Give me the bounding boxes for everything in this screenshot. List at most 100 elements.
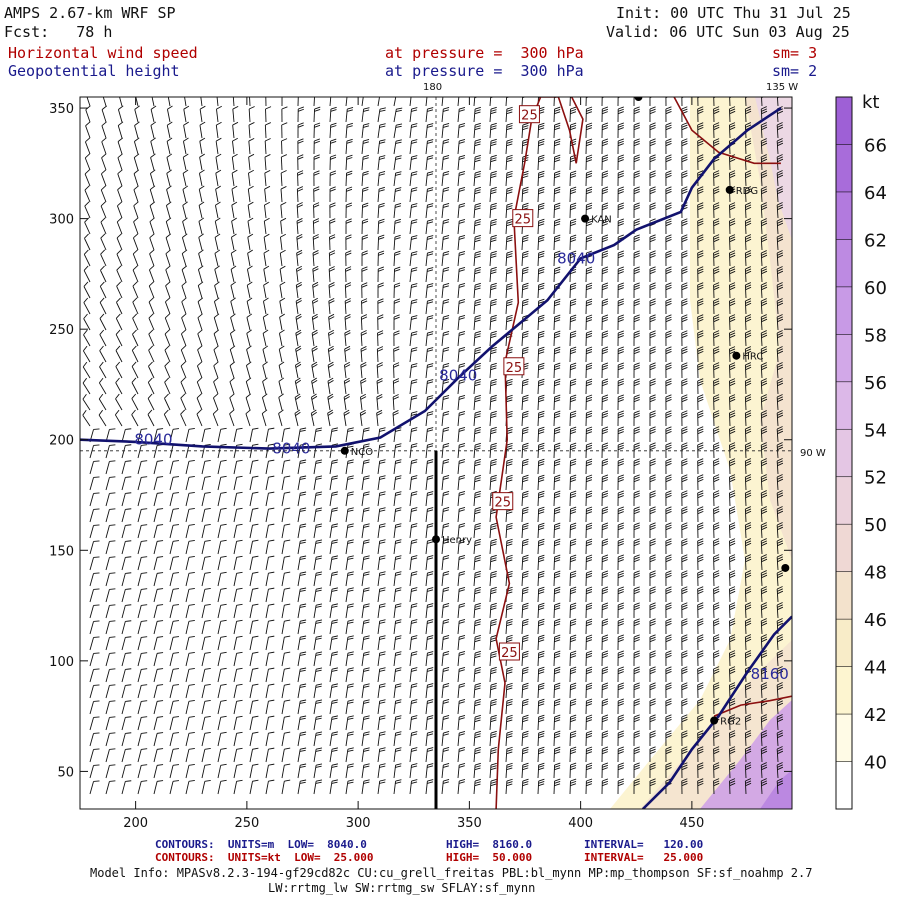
wind-barb [233,587,243,603]
wind-barb [217,459,227,475]
wind-barb [181,249,188,267]
wind-barb [281,715,291,731]
wind-barb [361,715,370,731]
wind-barb [201,699,211,715]
wind-barb [233,683,243,699]
wind-barb [261,409,268,427]
wind-barb [245,409,251,427]
wind-barb [150,121,157,139]
wind-barb [311,377,318,395]
wind-barb [248,137,255,155]
wind-barb [233,699,243,715]
wind-barb [265,571,275,587]
wind-barb [166,185,172,203]
wind-barb [133,185,139,203]
wind-barb [105,684,116,699]
wind-barb [163,409,171,427]
wind-barb [313,555,323,571]
wind-barb [377,314,384,331]
wind-barb [329,122,337,139]
wind-barb [137,492,148,507]
wind-barb [121,460,132,475]
wind-barb [153,540,164,555]
wind-barb [345,234,352,251]
wind-barb [249,539,259,555]
wind-barb [313,779,323,795]
wind-barb [249,491,259,507]
wind-barb [115,345,123,363]
wind-barb [377,250,385,267]
wind-barb [89,540,100,555]
wind-barb [280,233,286,251]
wind-barb [313,459,323,475]
wind-barb [153,508,164,523]
wind-barb [249,475,259,491]
wind-barb [213,329,220,347]
wind-barb [249,97,251,107]
wind-barb [164,313,171,331]
wind-barb [265,106,272,123]
wind-barb [105,620,116,635]
wind-barb [137,604,148,619]
wind-barb [151,97,155,107]
wind-barb [117,105,124,123]
wind-barb [360,346,367,363]
wind-barb [329,651,338,667]
wind-barb [295,297,302,315]
wind-barb [89,620,100,635]
wind-barb [233,555,243,571]
wind-barb [98,409,107,427]
wind-barb [201,763,211,779]
wind-barb [182,153,189,171]
colorbar-label: 52 [864,468,887,489]
wind-barb [312,250,319,267]
wind-barb [233,491,243,507]
wind-barb [83,249,91,267]
wind-barb [115,313,123,331]
wind-barb [361,587,370,603]
wind-contour-label: 25 [512,209,534,228]
wind-barb [153,476,164,491]
colorbar-swatch [836,476,852,525]
wind-barb [248,122,255,139]
wind-barb [182,217,188,235]
wind-barb [85,121,91,139]
wind-barb [153,636,164,651]
wind-barb [233,763,243,779]
wind-barb [265,699,275,715]
wind-barb [185,524,195,539]
wind-barb [121,556,132,571]
wind-barb [313,699,323,715]
wind-barb [359,409,367,427]
wind-barb [297,779,307,795]
wind-barb [297,699,307,715]
wind-barb [345,587,354,603]
height-contour-interval: INTERVAL= 120.00 [584,838,704,851]
wind-barb [264,138,271,155]
wind-barb [329,475,338,491]
wind-barb [297,683,307,699]
wind-barb [169,508,180,523]
wind-barb [230,297,236,315]
wind-barb [361,218,369,235]
colorbar-label: 54 [864,420,887,441]
colorbar-label: 66 [864,135,887,156]
wind-barb [133,217,139,235]
wind-barb [134,121,140,139]
wind-barb [169,604,180,619]
wind-barb [247,217,254,235]
wind-barb [328,297,335,315]
wind-barb [233,539,243,555]
wind-barb [361,539,370,555]
colorbar-swatch [836,666,852,715]
wind-contour-interval: INTERVAL= 25.000 [584,851,704,864]
wind-barb [214,249,221,267]
wind-barb [100,169,107,187]
wind-barb [345,619,354,635]
wind-barb [263,217,270,235]
wind-barb [183,121,189,139]
wind-barb [217,571,227,587]
x-tick-label: 350 [457,816,482,831]
colorbar-swatch [836,381,852,430]
wind-contour-info: CONTOURS: UNITS=kt LOW= 25.000 [155,851,374,864]
